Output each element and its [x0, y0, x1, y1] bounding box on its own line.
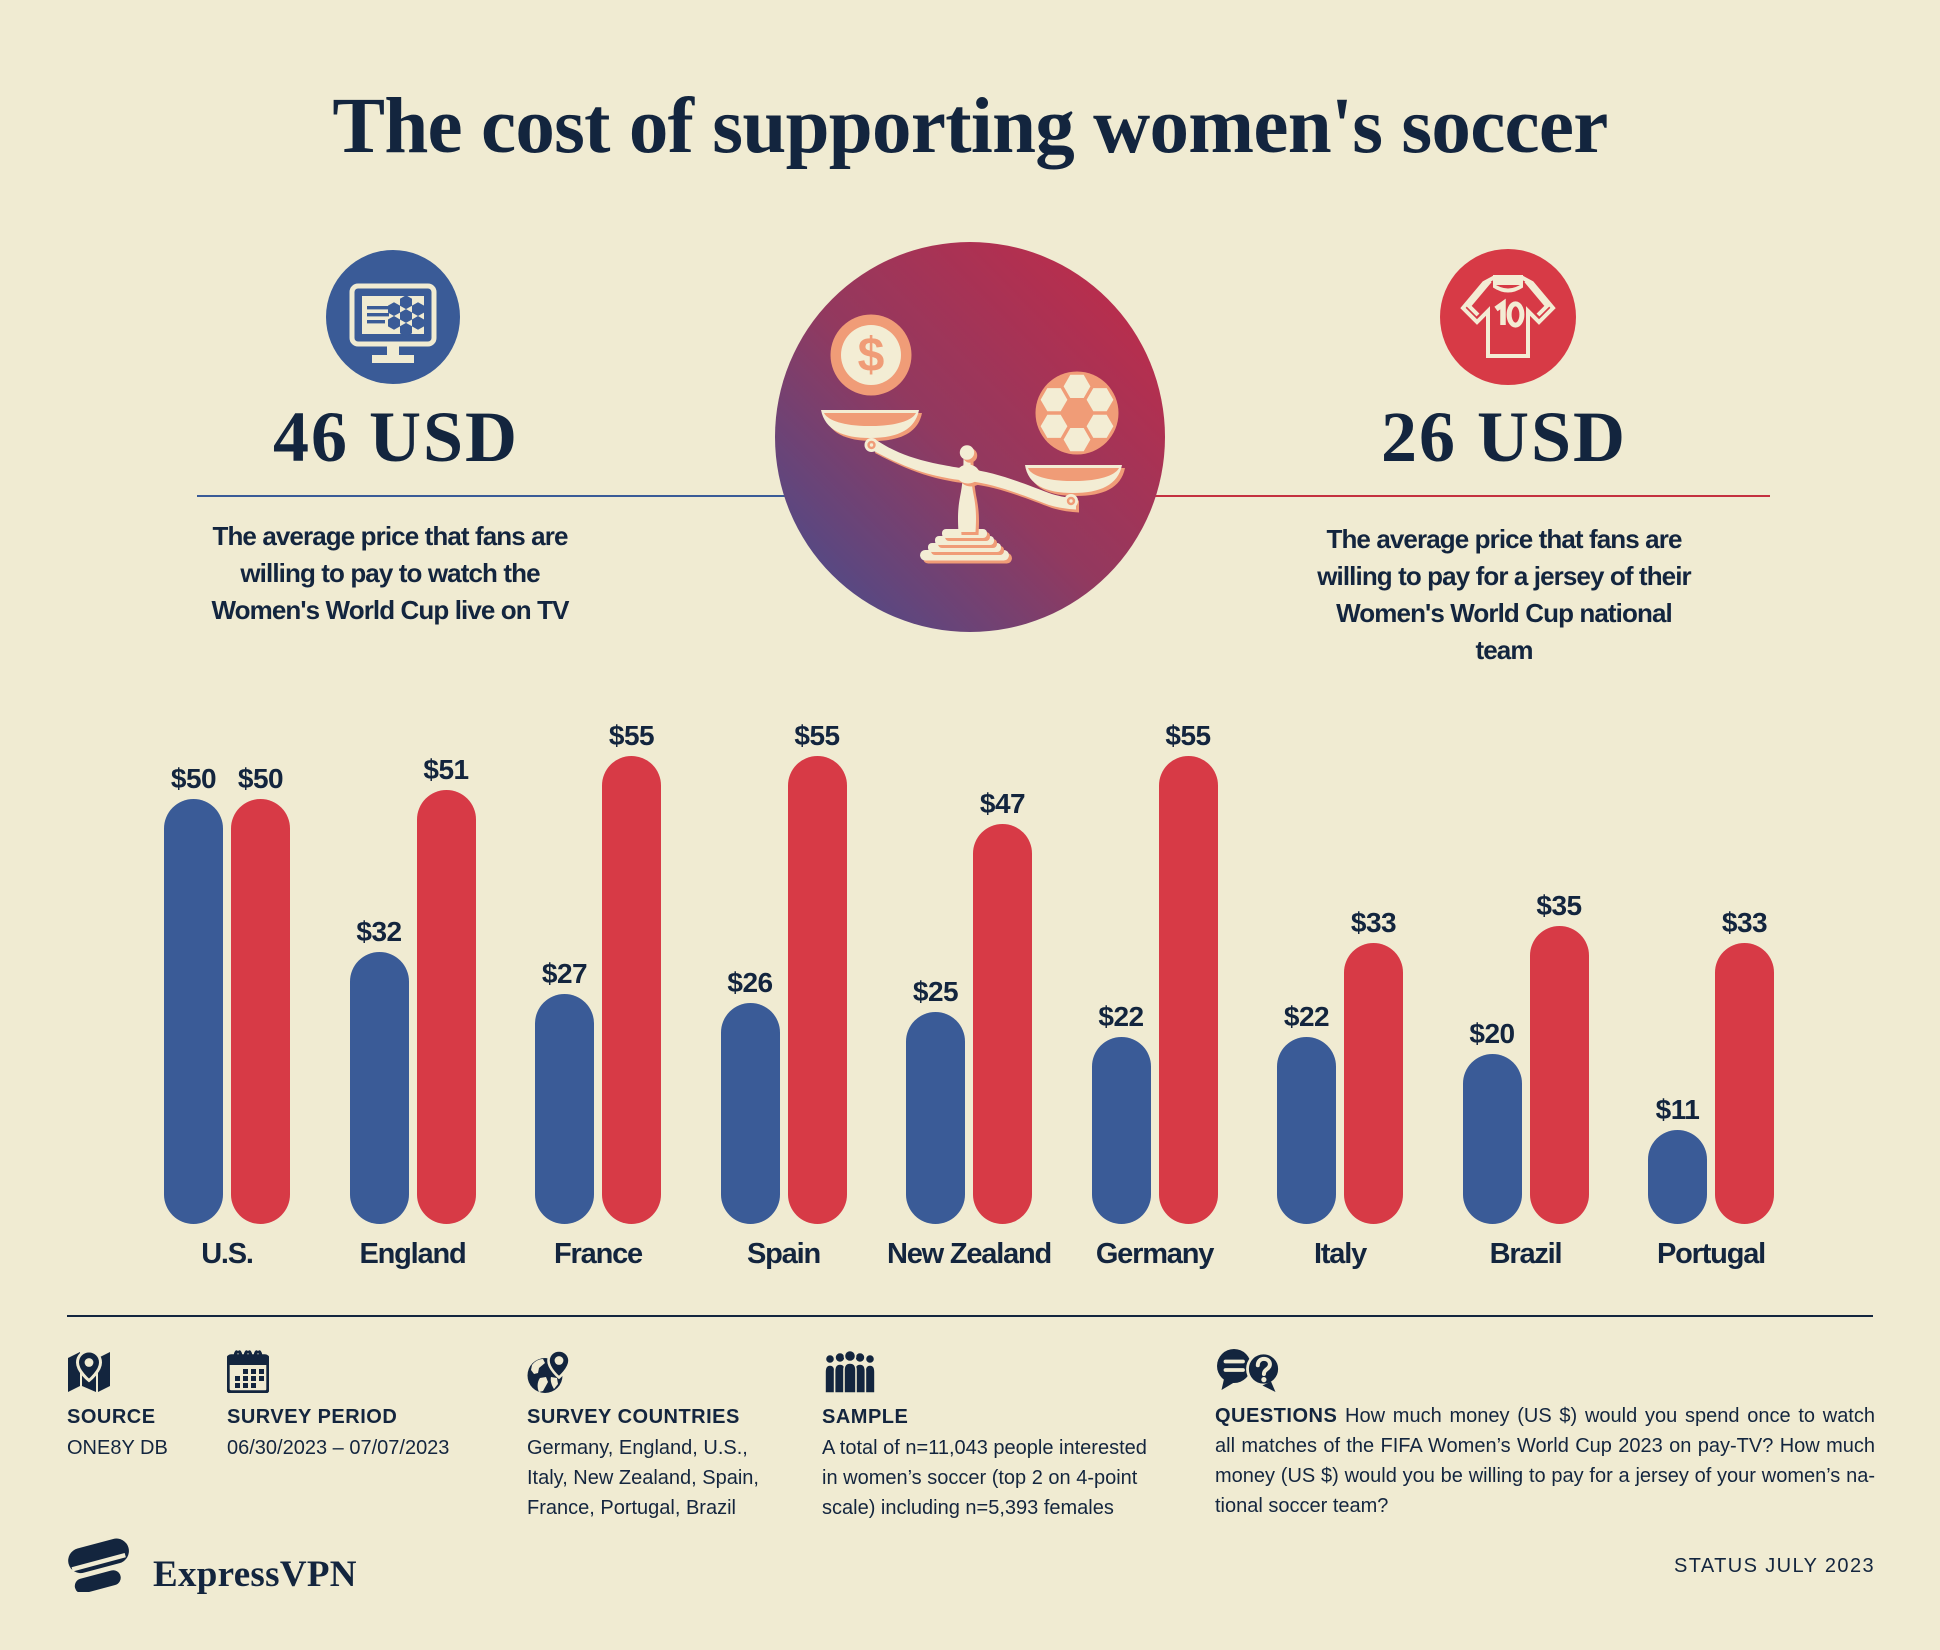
svg-text:$: $ — [858, 329, 885, 382]
